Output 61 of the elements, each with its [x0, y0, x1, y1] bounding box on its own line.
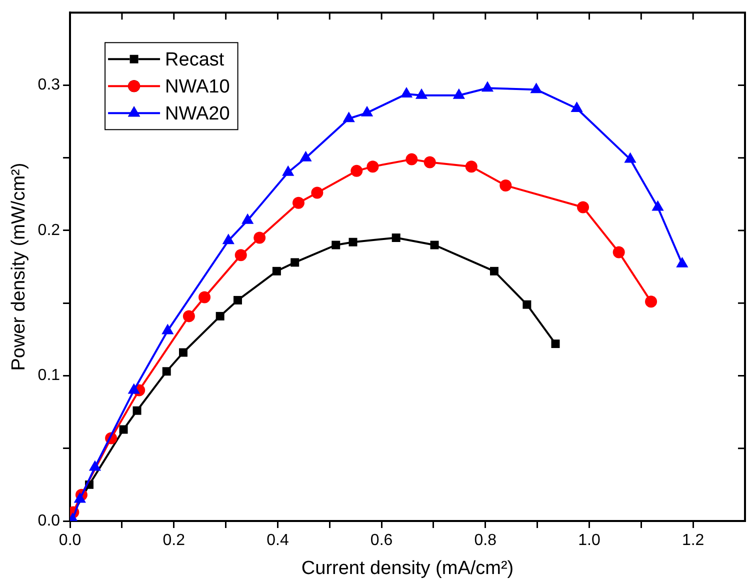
point: [348, 238, 358, 246]
point: [216, 312, 224, 320]
point: [490, 266, 498, 276]
point: [522, 300, 532, 309]
point: [272, 266, 281, 276]
legend-label: Recast: [165, 49, 225, 70]
point: [242, 213, 254, 224]
point: [577, 201, 590, 214]
point: [645, 296, 658, 308]
point: [178, 348, 188, 357]
y-tick-label: 0.3: [38, 76, 60, 94]
point: [481, 81, 494, 92]
point: [676, 256, 688, 268]
point: [332, 240, 340, 250]
point: [366, 160, 379, 173]
point: [342, 112, 355, 122]
legend-label: NWA10: [165, 76, 230, 98]
y-tick-label: 0.0: [38, 512, 60, 530]
x-tick-label: 0.8: [474, 532, 497, 550]
point: [500, 179, 512, 192]
point: [465, 160, 478, 173]
point: [551, 340, 560, 348]
point: [132, 406, 142, 415]
point: [162, 367, 171, 376]
point: [415, 88, 428, 99]
x-axis-title: Current density (mA/cm²): [301, 558, 514, 579]
point: [430, 240, 439, 250]
point: [290, 258, 300, 267]
point: [406, 153, 418, 166]
x-tick-label: 0.6: [370, 532, 393, 550]
x-tick-label: 0.4: [266, 532, 289, 550]
legend-label: NWA20: [165, 103, 230, 124]
point: [119, 425, 128, 434]
point: [234, 249, 247, 262]
point: [392, 234, 400, 242]
x-tick-label: 0.0: [58, 532, 82, 550]
point: [530, 82, 542, 94]
x-tick-label: 1.2: [682, 532, 704, 550]
point: [624, 152, 636, 163]
point: [452, 88, 465, 99]
x-tick-label: 1.0: [578, 532, 600, 550]
point: [282, 165, 294, 176]
y-axis-title: Power density (mW/cm²): [8, 162, 30, 371]
point: [182, 310, 195, 322]
point: [424, 156, 436, 168]
point: [300, 150, 312, 162]
point: [222, 234, 234, 244]
x-tick-label: 0.2: [162, 532, 186, 550]
point: [400, 86, 413, 98]
point: [198, 291, 211, 304]
point: [570, 101, 583, 112]
y-tick-label: 0.2: [38, 222, 60, 239]
point: [612, 246, 625, 258]
point: [311, 186, 324, 199]
point: [292, 196, 304, 209]
point: [254, 232, 266, 244]
point: [360, 106, 374, 116]
point: [234, 296, 242, 304]
point: [652, 200, 664, 211]
y-tick-label: 0.1: [38, 367, 60, 384]
point: [350, 164, 363, 177]
